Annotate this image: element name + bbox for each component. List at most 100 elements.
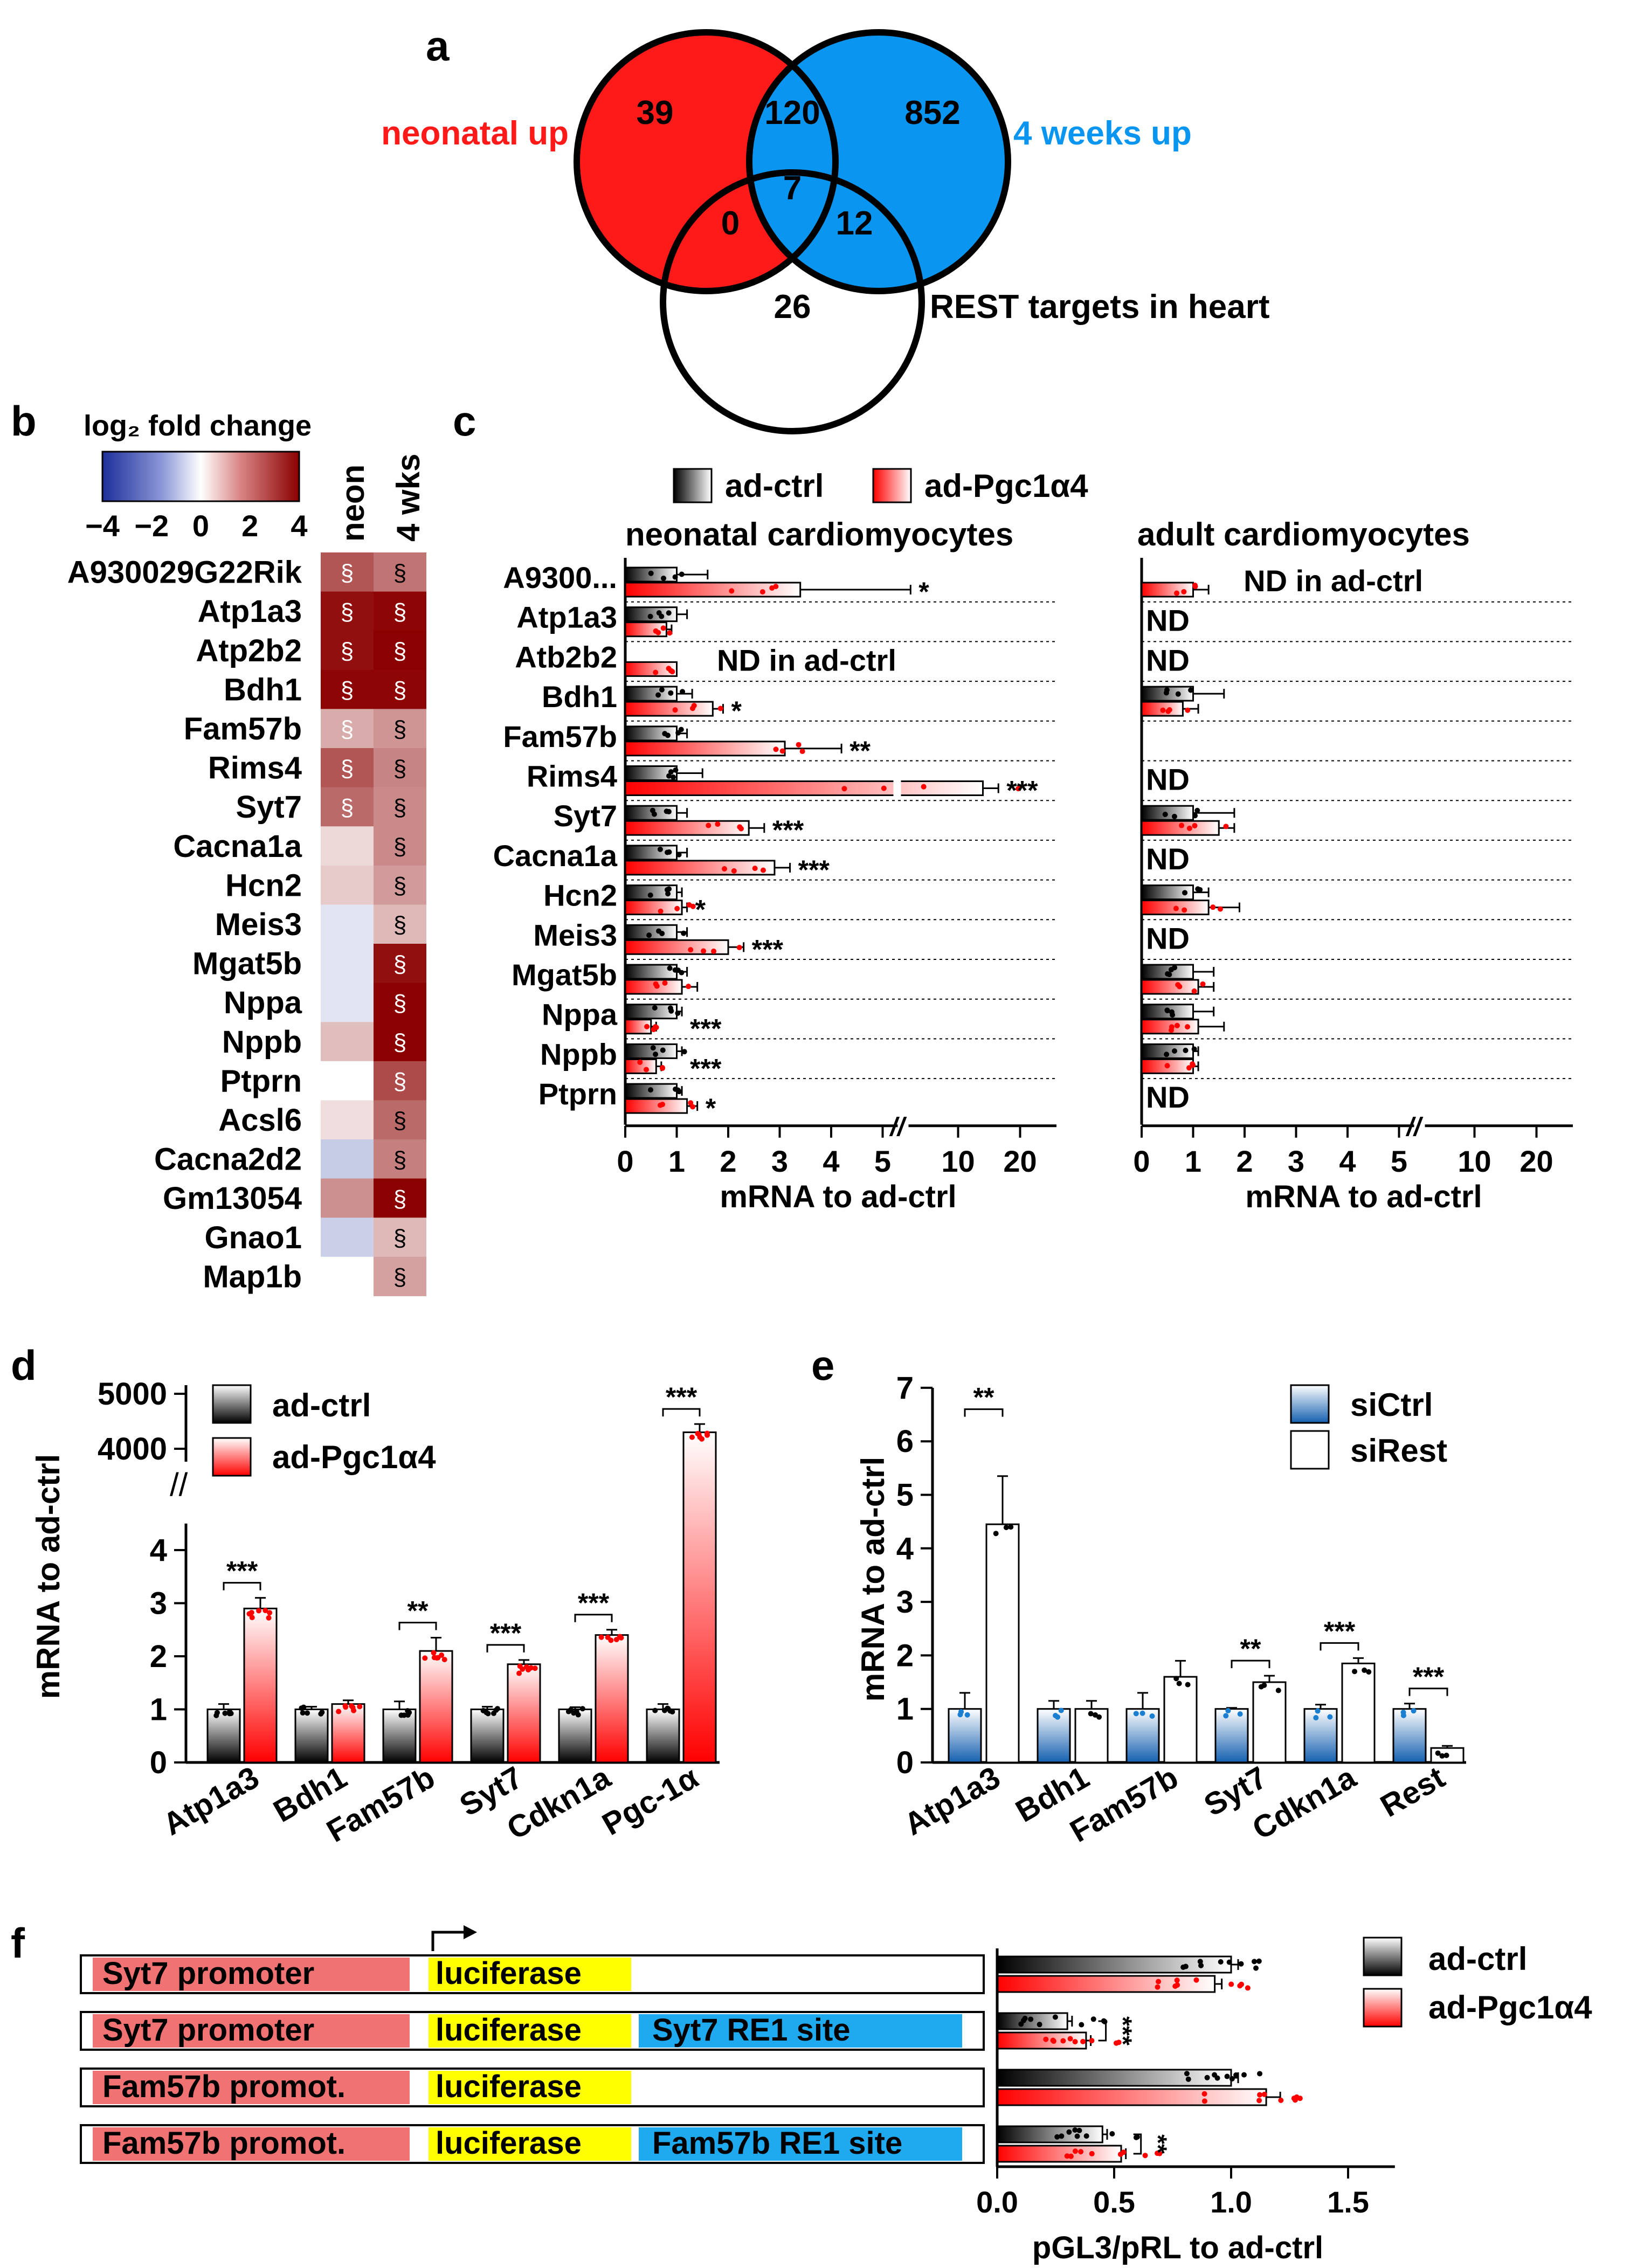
d-dot-pgc bbox=[349, 1703, 355, 1709]
heatmap-gene-label: Cacna1a bbox=[173, 829, 302, 864]
c-dot-ctrl bbox=[1164, 1008, 1170, 1014]
c-dot-pgc bbox=[1182, 907, 1187, 913]
heatmap-sig-4wks: § bbox=[393, 951, 406, 977]
heatmap-cell-neon bbox=[321, 591, 374, 631]
d-sig-bracket bbox=[398, 1622, 437, 1630]
legend-label-ad-pgc: ad-Pgc1α4 bbox=[924, 468, 1088, 504]
c-dot-pgc bbox=[717, 706, 723, 711]
c-x-tick-label: 0 bbox=[1133, 1144, 1150, 1178]
f-x-tick-label: 1.5 bbox=[1327, 2185, 1369, 2219]
heatmap-gene-label: Mgat5b bbox=[192, 946, 302, 981]
d-dot-pgc bbox=[528, 1665, 534, 1671]
heatmap-cell-neon bbox=[321, 709, 374, 749]
d-dot-pgc bbox=[532, 1665, 538, 1671]
heatmap-sig-4wks: § bbox=[393, 833, 406, 860]
c-axis-break: // bbox=[889, 1113, 907, 1142]
d-dot-ctrl bbox=[495, 1706, 501, 1712]
e-y-tick-label: 6 bbox=[896, 1424, 914, 1459]
c-bar-pgc bbox=[624, 661, 678, 677]
d-y-tick-label: 2 bbox=[150, 1639, 167, 1674]
c-category-label: Atb2b2 bbox=[515, 640, 617, 674]
f-dot-ctrl bbox=[1184, 2071, 1190, 2077]
d-sig-label: *** bbox=[578, 1588, 610, 1618]
c-dot-ctrl bbox=[672, 967, 678, 973]
c-dot-pgc bbox=[660, 1102, 666, 1108]
c-category-label: Nppb bbox=[540, 1037, 617, 1071]
e-bar-sirest bbox=[985, 1523, 1020, 1764]
c-dot-ctrl bbox=[659, 687, 665, 693]
c-dot-ctrl bbox=[656, 928, 662, 934]
heatmap-sig-neon: § bbox=[341, 794, 354, 821]
c-bar-pgc bbox=[624, 1098, 688, 1114]
d-dot-pgc bbox=[441, 1657, 447, 1663]
c-dot-ctrl bbox=[666, 886, 672, 892]
c-dot-pgc bbox=[653, 669, 659, 675]
c-dot-ctrl bbox=[1196, 887, 1201, 893]
f-dot-pgc bbox=[1060, 2038, 1066, 2044]
e-sig-bracket bbox=[964, 1408, 1004, 1417]
f-dot-pgc bbox=[1174, 1977, 1180, 1983]
panel-f: Syt7 promoter luciferase Syt7 promoter luci… bbox=[80, 1925, 1592, 2265]
c-dot-ctrl bbox=[668, 690, 674, 696]
d-dot-ctrl bbox=[319, 1710, 325, 1716]
f-dot-ctrl bbox=[1257, 2071, 1263, 2077]
c-dot-ctrl bbox=[1164, 1052, 1170, 1057]
f-dot-ctrl bbox=[1226, 1959, 1232, 1965]
f-dot-ctrl bbox=[1074, 2133, 1080, 2139]
heatmap-gene-label: Atp1a3 bbox=[198, 594, 302, 629]
panel-c: ad-ctrl ad-Pgc1α4 neonatal cardiomyocyte… bbox=[493, 468, 1573, 1214]
f-dot-pgc bbox=[1228, 1981, 1234, 1987]
heatmap-cell-4wks bbox=[374, 983, 426, 1022]
heatmap-gene-label: Nppa bbox=[224, 985, 302, 1020]
construct-re1-label: Fam57b RE1 site bbox=[652, 2126, 902, 2161]
e-dot-sictrl bbox=[1058, 1707, 1064, 1713]
e-dot-sirest bbox=[1362, 1667, 1367, 1673]
c-dot-pgc bbox=[666, 666, 672, 672]
f-dot-ctrl bbox=[1238, 1961, 1244, 1967]
heatmap-gene-label: Bdh1 bbox=[224, 672, 302, 707]
e-bar-sirest bbox=[1341, 1662, 1376, 1764]
d-dot-ctrl bbox=[579, 1706, 585, 1712]
c-bar-pgc bbox=[624, 979, 683, 995]
e-dot-sictrl bbox=[1055, 1714, 1061, 1720]
f-dot-ctrl bbox=[1083, 2133, 1089, 2139]
heatmap-cell-4wks bbox=[374, 669, 426, 709]
c-dot-ctrl bbox=[1194, 807, 1200, 813]
heatmap-cell-4wks bbox=[374, 591, 426, 631]
d-dot-ctrl bbox=[575, 1712, 581, 1718]
c-bar-pgc bbox=[624, 741, 786, 757]
c-dot-pgc bbox=[652, 1024, 658, 1030]
c-category-label: Ptprn bbox=[538, 1077, 617, 1111]
heatmap-scale-tick: −4 bbox=[85, 509, 120, 543]
d-x-tick-label: Atp1a3 bbox=[157, 1760, 265, 1842]
d-dot-pgc bbox=[618, 1635, 624, 1641]
panel-e: siCtrl siRest mRNA to ad-ctrl 0 1 2 3 4 5 6 7 At… bbox=[855, 1371, 1466, 1849]
c-dot-pgc bbox=[711, 948, 717, 954]
heatmap-sig-4wks: § bbox=[393, 559, 406, 586]
c-category-label: Cacna1a bbox=[493, 839, 618, 873]
e-dot-sictrl bbox=[1411, 1708, 1417, 1714]
d-sig-label: *** bbox=[226, 1556, 258, 1586]
c-dot-pgc bbox=[701, 948, 707, 954]
heatmap-cell-4wks bbox=[374, 631, 426, 670]
heatmap-sig-4wks: § bbox=[393, 755, 406, 782]
c-annotation-sig: * bbox=[731, 696, 742, 726]
c-bar-pgc bbox=[1141, 979, 1199, 995]
e-x-tick-label: Rest bbox=[1374, 1760, 1450, 1824]
c-dot-ctrl bbox=[679, 571, 685, 577]
heatmap-cell-4wks bbox=[374, 787, 426, 827]
c-neonatal-xlabel: mRNA to ad-ctrl bbox=[720, 1179, 956, 1214]
c-category-label: Mgat5b bbox=[512, 958, 617, 992]
e-bar-sictrl bbox=[948, 1708, 982, 1764]
c-dot-pgc bbox=[690, 706, 696, 711]
heatmap-sig-neon: § bbox=[341, 755, 354, 782]
heatmap-colorbar bbox=[101, 451, 300, 502]
f-dot-pgc bbox=[1193, 1977, 1199, 1983]
d-y-tick-label: 5000 bbox=[98, 1377, 167, 1412]
heatmap-gene-label: Syt7 bbox=[236, 790, 302, 825]
d-dot-pgc bbox=[517, 1663, 523, 1669]
c-category-label: Nppa bbox=[542, 998, 618, 1032]
d-legend-label-ctrl: ad-ctrl bbox=[272, 1387, 371, 1423]
c-dot-pgc bbox=[1016, 786, 1021, 792]
f-dot-ctrl bbox=[1066, 2129, 1072, 2135]
